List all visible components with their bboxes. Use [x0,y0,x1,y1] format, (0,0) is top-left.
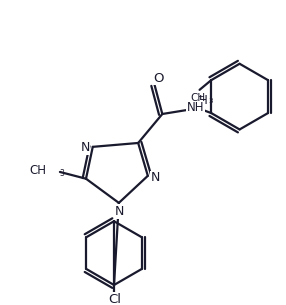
Text: O: O [153,72,164,85]
Text: 3: 3 [59,169,64,178]
Text: 3: 3 [208,99,213,104]
Text: CH: CH [190,93,205,102]
Text: N: N [151,171,160,184]
Text: N: N [115,205,124,218]
Text: NH: NH [186,101,204,114]
Text: N: N [80,141,90,154]
Text: CH: CH [29,163,46,177]
Text: H: H [198,94,207,107]
Text: Cl: Cl [108,293,122,305]
